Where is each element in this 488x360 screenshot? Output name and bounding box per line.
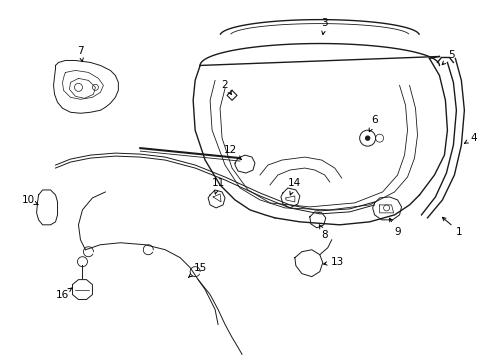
Text: 7: 7: [77, 45, 83, 62]
Text: 6: 6: [368, 115, 377, 132]
Circle shape: [365, 136, 369, 140]
Text: 11: 11: [211, 178, 224, 194]
Text: 10: 10: [22, 195, 38, 205]
Text: 13: 13: [323, 257, 344, 267]
Text: 3: 3: [321, 18, 327, 35]
Text: 16: 16: [56, 288, 72, 300]
Text: 2: 2: [221, 80, 231, 94]
Text: 8: 8: [319, 225, 327, 240]
Text: 4: 4: [464, 133, 476, 143]
Text: 9: 9: [389, 218, 400, 237]
Text: 1: 1: [442, 217, 462, 237]
Text: 14: 14: [287, 178, 301, 195]
Text: 15: 15: [188, 263, 206, 277]
Text: 5: 5: [441, 50, 454, 65]
Text: 12: 12: [223, 145, 241, 160]
